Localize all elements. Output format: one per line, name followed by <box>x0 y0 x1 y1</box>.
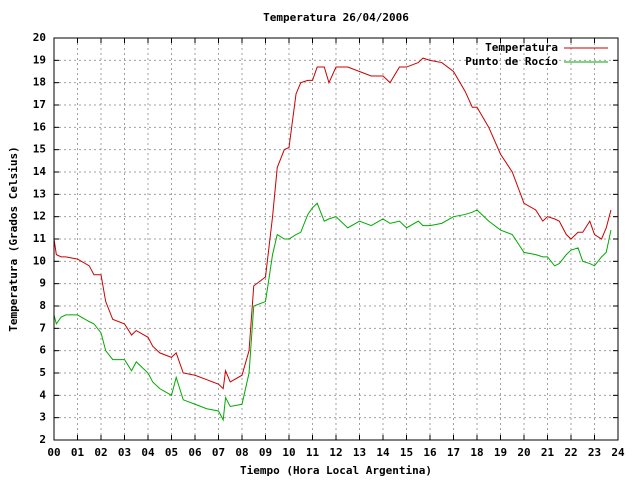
x-tick-label: 03 <box>118 446 131 459</box>
y-tick-label: 4 <box>39 388 46 401</box>
x-tick-label: 20 <box>517 446 530 459</box>
x-tick-label: 13 <box>353 446 366 459</box>
x-tick-label: 09 <box>259 446 272 459</box>
x-tick-label: 05 <box>165 446 178 459</box>
x-tick-label: 08 <box>235 446 248 459</box>
x-tick-label: 17 <box>447 446 460 459</box>
y-tick-label: 19 <box>33 53 46 66</box>
x-tick-label: 23 <box>588 446 601 459</box>
y-tick-label: 17 <box>33 98 46 111</box>
x-tick-label: 14 <box>376 446 390 459</box>
y-tick-label: 15 <box>33 143 46 156</box>
y-axis-label: Temperatura (Grados Celsius) <box>7 146 20 331</box>
x-tick-label: 12 <box>329 446 342 459</box>
x-tick-label: 07 <box>212 446 225 459</box>
y-tick-label: 7 <box>39 321 46 334</box>
x-tick-label: 06 <box>188 446 202 459</box>
y-tick-label: 9 <box>39 277 46 290</box>
x-tick-label: 22 <box>564 446 577 459</box>
y-tick-label: 5 <box>39 366 46 379</box>
x-axis-label: Tiempo (Hora Local Argentina) <box>240 464 432 477</box>
x-tick-label: 01 <box>71 446 85 459</box>
x-tick-label: 00 <box>47 446 60 459</box>
x-tick-label: 18 <box>470 446 483 459</box>
x-tick-label: 19 <box>494 446 507 459</box>
x-tick-label: 21 <box>541 446 555 459</box>
y-tick-label: 10 <box>33 254 46 267</box>
y-tick-label: 16 <box>33 120 47 133</box>
x-tick-label: 04 <box>141 446 155 459</box>
y-tick-label: 12 <box>33 210 46 223</box>
y-tick-label: 14 <box>33 165 47 178</box>
legend-label: Punto de Rocío <box>465 55 558 68</box>
plot-lines <box>53 57 612 422</box>
y-tick-label: 11 <box>33 232 47 245</box>
y-tick-label: 2 <box>39 433 46 446</box>
x-tick-label: 10 <box>282 446 295 459</box>
x-tick-label: 11 <box>306 446 320 459</box>
y-tick-label: 13 <box>33 187 46 200</box>
legend-label: Temperatura <box>485 41 558 54</box>
series-line <box>53 57 612 390</box>
series-line <box>53 202 612 422</box>
x-tick-label: 16 <box>423 446 437 459</box>
x-tick-label: 24 <box>611 446 625 459</box>
y-tick-label: 20 <box>33 31 46 44</box>
x-tick-label: 15 <box>400 446 413 459</box>
y-tick-label: 8 <box>39 299 46 312</box>
chart-title: Temperatura 26/04/2006 <box>263 11 409 24</box>
y-tick-label: 3 <box>39 411 46 424</box>
y-tick-label: 6 <box>39 344 46 357</box>
x-tick-label: 02 <box>94 446 107 459</box>
y-tick-label: 18 <box>33 76 46 89</box>
